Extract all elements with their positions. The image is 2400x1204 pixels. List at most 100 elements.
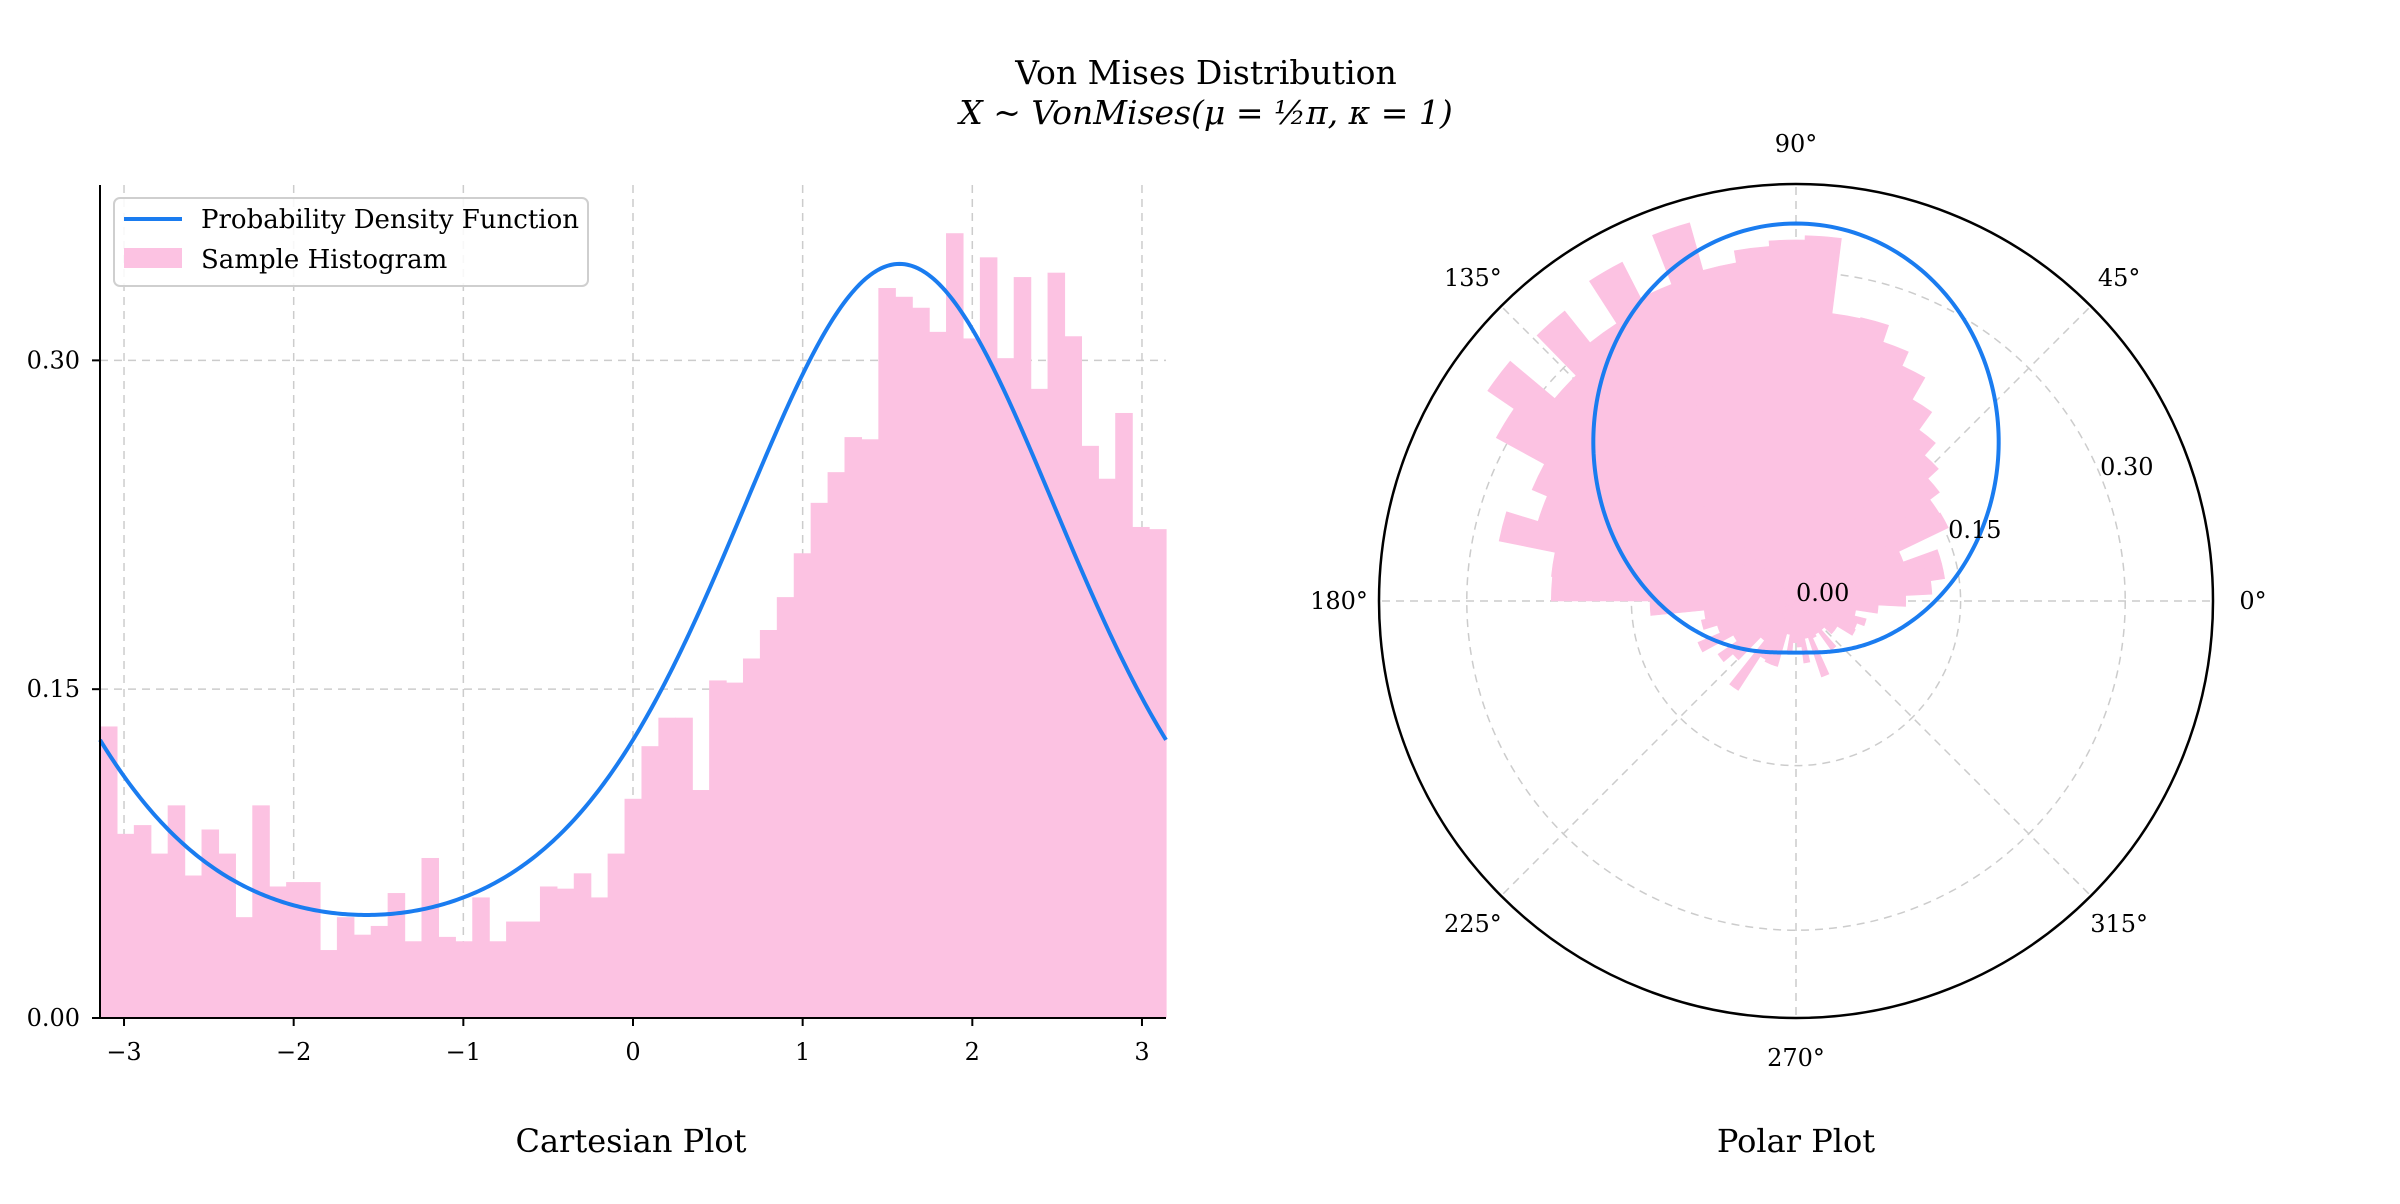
- histogram-bar: [692, 790, 710, 1018]
- x-tick-label: −1: [446, 1038, 481, 1066]
- histogram-bar: [1064, 336, 1082, 1018]
- histogram-bar: [455, 941, 473, 1018]
- x-tick-label: 0: [625, 1038, 640, 1066]
- legend-box: [113, 197, 589, 287]
- chart-title: Von Mises Distribution: [1014, 53, 1397, 92]
- y-tick-label: 0.00: [27, 1004, 80, 1032]
- histogram-bar: [1081, 445, 1099, 1018]
- polar-histogram-bar: [1732, 600, 1797, 661]
- histogram-bar: [810, 502, 829, 1019]
- polar-histogram-bar: [1588, 261, 1797, 602]
- histogram-bar: [1030, 388, 1049, 1018]
- theta-label: 315°: [2090, 910, 2148, 938]
- polar-histogram-bar: [1795, 235, 1842, 602]
- histogram-bar: [793, 553, 812, 1018]
- polar-frame: [1377, 182, 2215, 1020]
- polar-histogram-bar: [1795, 600, 1867, 627]
- histogram-bar: [201, 829, 220, 1018]
- polar-histogram-bar: [1652, 222, 1797, 602]
- histogram-bar: [895, 296, 913, 1018]
- y-tick-label: 0.15: [27, 675, 80, 703]
- histogram-bar: [946, 233, 964, 1018]
- histogram-bar: [1132, 526, 1150, 1018]
- polar-histogram-bar: [1495, 408, 1797, 602]
- polar-plot: 0° 45° 90° 135° 180° 225° 270° 315° 0.00 0.15 0.30…: [1310, 130, 2267, 1160]
- y-tick-label: 0.30: [27, 346, 80, 374]
- histogram-bar: [421, 857, 440, 1018]
- histogram-bar: [759, 629, 778, 1018]
- chart-subtitle: X ~ VonMises(μ = ½π, κ = 1): [956, 93, 1453, 132]
- theta-label: 0°: [2239, 587, 2266, 615]
- histogram-bar: [726, 682, 744, 1018]
- x-tick-label: 2: [965, 1038, 980, 1066]
- histogram-bar: [979, 257, 998, 1018]
- histogram-bar: [861, 439, 879, 1019]
- histogram-bar: [929, 331, 947, 1018]
- cartesian-plot: −3 −2 −1 0 1 2 3 0.00 0.15 0.30 Probability Densi…: [27, 185, 1168, 1160]
- histogram-bar: [252, 805, 270, 1018]
- theta-label: 90°: [1775, 130, 1818, 158]
- r-tick-label: 0.30: [2100, 453, 2153, 481]
- histogram-bar: [336, 917, 355, 1018]
- histogram-bars: [100, 233, 1167, 1019]
- cartesian-xlabel: Cartesian Plot: [515, 1122, 746, 1160]
- histogram-bar: [641, 746, 659, 1018]
- polar-xlabel: Polar Plot: [1717, 1122, 1875, 1160]
- theta-label: 270°: [1767, 1044, 1825, 1072]
- legend: Probability Density Function Sample Hist…: [113, 197, 589, 287]
- polar-tick-labels: 0° 45° 90° 135° 180° 225° 270° 315° 0.00 0.15 0.30: [1310, 130, 2267, 1072]
- legend-hist-swatch: [124, 248, 182, 268]
- polar-histogram-bar: [1795, 600, 1856, 636]
- polar-histogram-bar: [1795, 512, 1949, 602]
- histogram-bar: [675, 717, 693, 1018]
- histogram-bar: [167, 805, 186, 1018]
- legend-pdf-label: Probability Density Function: [201, 205, 579, 235]
- polar-histogram-bar: [1487, 360, 1797, 602]
- histogram-bar: [387, 893, 406, 1018]
- histogram-bar: [658, 717, 676, 1018]
- histogram-bar: [472, 897, 490, 1018]
- cartesian-tick-labels: −3 −2 −1 0 1 2 3 0.00 0.15 0.30: [27, 346, 1150, 1066]
- x-tick-label: −2: [276, 1038, 311, 1066]
- legend-hist-label: Sample Histogram: [201, 245, 447, 275]
- theta-label: 135°: [1444, 264, 1502, 292]
- polar-histogram-bar: [1729, 600, 1797, 691]
- histogram-bar: [100, 726, 118, 1018]
- polar-histogram-bar: [1795, 317, 1889, 602]
- theta-label: 225°: [1444, 910, 1502, 938]
- histogram-bar: [1115, 412, 1133, 1018]
- r-tick-label: 0.15: [1948, 516, 2001, 544]
- histogram-bar: [556, 888, 575, 1018]
- polar-histogram-bar: [1498, 511, 1797, 602]
- theta-label: 180°: [1310, 587, 1368, 615]
- histogram-bar: [590, 897, 609, 1018]
- histogram-bar: [573, 873, 592, 1018]
- histogram-bar: [742, 658, 761, 1018]
- histogram-bar: [133, 825, 152, 1018]
- histogram-bar: [303, 882, 321, 1018]
- polar-histogram-bars: [1487, 222, 1949, 691]
- histogram-bar: [996, 358, 1015, 1018]
- histogram-bar: [235, 917, 253, 1018]
- histogram-bar: [539, 886, 558, 1018]
- histogram-bar: [506, 921, 524, 1018]
- histogram-bar: [269, 886, 287, 1018]
- histogram-bar: [1047, 272, 1066, 1018]
- polar-histogram-bar: [1795, 549, 1943, 602]
- theta-label: 45°: [2098, 264, 2141, 292]
- x-tick-label: −3: [106, 1038, 141, 1066]
- histogram-bar: [286, 882, 304, 1018]
- histogram-bar: [709, 680, 727, 1018]
- histogram-bar: [912, 307, 930, 1018]
- histogram-bar: [844, 437, 863, 1018]
- polar-histogram-bar: [1768, 239, 1806, 602]
- histogram-bar: [1013, 277, 1032, 1018]
- polar-histogram-bar: [1770, 600, 1797, 667]
- histogram-bar: [776, 597, 795, 1018]
- histogram-bar: [827, 472, 846, 1019]
- histogram-bar: [150, 853, 169, 1018]
- histogram-bar: [370, 925, 389, 1018]
- polar-histogram-bar: [1550, 576, 1797, 602]
